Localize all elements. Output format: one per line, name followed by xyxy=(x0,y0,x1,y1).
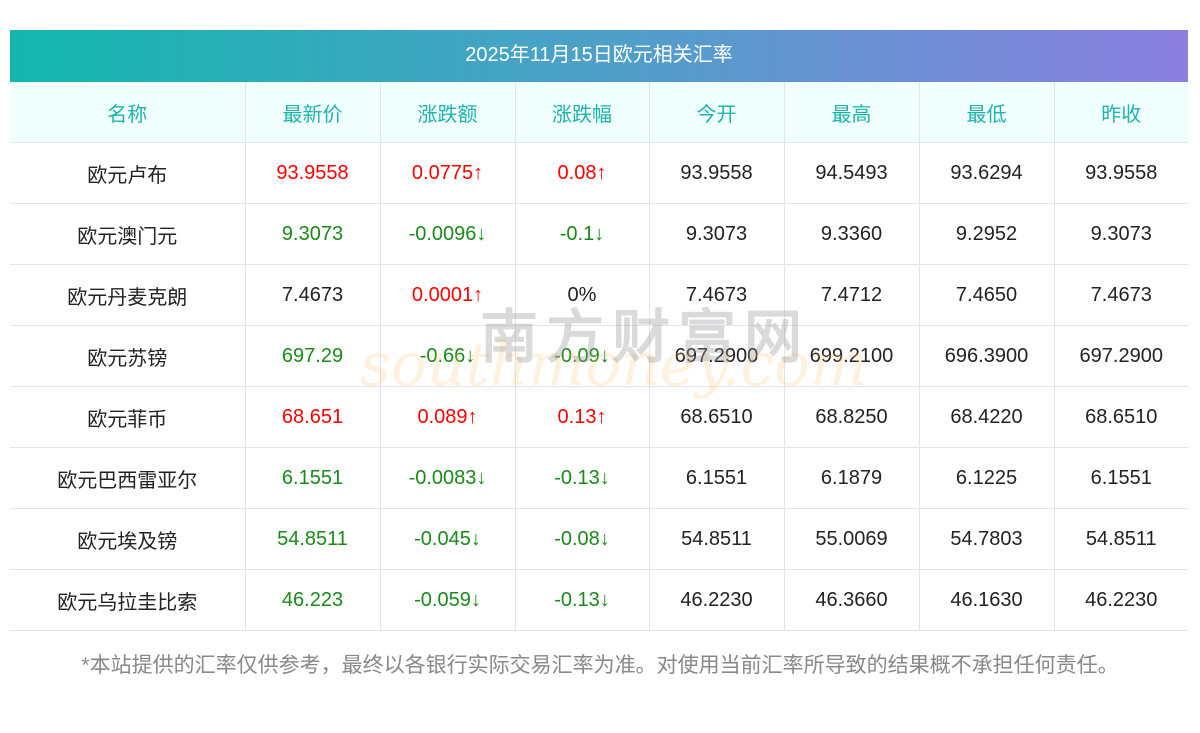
cell-high: 94.5493 xyxy=(783,142,920,204)
cell-prev: 46.2230 xyxy=(1053,569,1188,631)
cell-open: 68.6510 xyxy=(648,386,785,448)
table-row: 欧元埃及镑 54.8511 -0.045↓ -0.08↓ 54.8511 55.0069 5… xyxy=(10,508,1188,570)
cell-open: 93.9558 xyxy=(648,142,785,204)
table-row: 欧元卢布 93.9558 0.0775↑ 0.08↑ 93.9558 94.5493 93.… xyxy=(10,142,1188,204)
cell-low: 46.1630 xyxy=(918,569,1055,631)
cell-change: -0.045↓ xyxy=(379,508,516,570)
cell-prev: 68.6510 xyxy=(1053,386,1188,448)
column-header: 最新价 xyxy=(244,82,381,143)
cell-change: -0.66↓ xyxy=(379,325,516,387)
cell-prev: 93.9558 xyxy=(1053,142,1188,204)
cell-name: 欧元巴西雷亚尔 xyxy=(10,447,246,509)
cell-latest: 68.651 xyxy=(244,386,381,448)
cell-low: 93.6294 xyxy=(918,142,1055,204)
cell-pct: -0.08↓ xyxy=(514,508,650,570)
cell-pct: -0.13↓ xyxy=(514,569,650,631)
column-header: 名称 xyxy=(10,82,246,143)
column-header: 昨收 xyxy=(1053,82,1188,143)
cell-pct: -0.1↓ xyxy=(514,203,650,265)
cell-name: 欧元卢布 xyxy=(10,142,246,204)
cell-high: 55.0069 xyxy=(783,508,920,570)
column-header: 今开 xyxy=(648,82,785,143)
column-header: 涨跌幅 xyxy=(514,82,650,143)
cell-latest: 46.223 xyxy=(244,569,381,631)
cell-change: -0.0096↓ xyxy=(379,203,516,265)
cell-low: 6.1225 xyxy=(918,447,1055,509)
cell-pct: 0.13↑ xyxy=(514,386,650,448)
cell-prev: 7.4673 xyxy=(1053,264,1188,326)
cell-open: 7.4673 xyxy=(648,264,785,326)
table-row: 欧元菲币 68.651 0.089↑ 0.13↑ 68.6510 68.8250 68.42… xyxy=(10,386,1188,448)
cell-change: -0.0083↓ xyxy=(379,447,516,509)
cell-low: 54.7803 xyxy=(918,508,1055,570)
cell-high: 46.3660 xyxy=(783,569,920,631)
cell-open: 46.2230 xyxy=(648,569,785,631)
cell-low: 7.4650 xyxy=(918,264,1055,326)
cell-latest: 6.1551 xyxy=(244,447,381,509)
table-row: 欧元澳门元 9.3073 -0.0096↓ -0.1↓ 9.3073 9.3360 9.29… xyxy=(10,203,1188,265)
cell-latest: 54.8511 xyxy=(244,508,381,570)
table-row: 欧元乌拉圭比索 46.223 -0.059↓ -0.13↓ 46.2230 46.3660… xyxy=(10,569,1188,631)
cell-high: 699.2100 xyxy=(783,325,920,387)
cell-latest: 697.29 xyxy=(244,325,381,387)
cell-prev: 9.3073 xyxy=(1053,203,1188,265)
cell-low: 9.2952 xyxy=(918,203,1055,265)
cell-latest: 9.3073 xyxy=(244,203,381,265)
table-row: 欧元巴西雷亚尔 6.1551 -0.0083↓ -0.13↓ 6.1551 6.1879 6… xyxy=(10,447,1188,509)
disclaimer: *本站提供的汇率仅供参考，最终以各银行实际交易汇率为准。对使用当前汇率所导致的结… xyxy=(81,654,1119,677)
cell-high: 68.8250 xyxy=(783,386,920,448)
table-row: 欧元丹麦克朗 7.4673 0.0001↑ 0% 7.4673 7.4712 7.4650 7… xyxy=(10,264,1188,326)
cell-low: 696.3900 xyxy=(918,325,1055,387)
cell-change: -0.059↓ xyxy=(379,569,516,631)
cell-change: 0.0001↑ xyxy=(379,264,516,326)
rate-panel: 2025年11月15日欧元相关汇率 名称 最新价 涨跌额 涨跌幅 今开 最高 最低 昨收 欧元… xyxy=(10,30,1188,631)
column-header: 涨跌额 xyxy=(379,82,516,143)
cell-pct: -0.09↓ xyxy=(514,325,650,387)
column-header: 最高 xyxy=(783,82,920,143)
cell-prev: 54.8511 xyxy=(1053,508,1188,570)
cell-open: 9.3073 xyxy=(648,203,785,265)
cell-name: 欧元菲币 xyxy=(10,386,246,448)
column-header: 最低 xyxy=(918,82,1055,143)
cell-prev: 697.2900 xyxy=(1053,325,1188,387)
cell-name: 欧元澳门元 xyxy=(10,203,246,265)
cell-pct: -0.13↓ xyxy=(514,447,650,509)
cell-low: 68.4220 xyxy=(918,386,1055,448)
cell-prev: 6.1551 xyxy=(1053,447,1188,509)
rates-table: 名称 最新价 涨跌额 涨跌幅 今开 最高 最低 昨收 欧元卢布 93.9558 0.0775↑ 0.… xyxy=(10,82,1188,631)
cell-high: 6.1879 xyxy=(783,447,920,509)
cell-high: 7.4712 xyxy=(783,264,920,326)
table-header: 名称 最新价 涨跌额 涨跌幅 今开 最高 最低 昨收 xyxy=(10,82,1188,143)
cell-pct: 0.08↑ xyxy=(514,142,650,204)
cell-name: 欧元埃及镑 xyxy=(10,508,246,570)
cell-change: 0.0775↑ xyxy=(379,142,516,204)
page-title: 2025年11月15日欧元相关汇率 xyxy=(10,30,1188,82)
cell-name: 欧元苏镑 xyxy=(10,325,246,387)
cell-name: 欧元乌拉圭比索 xyxy=(10,569,246,631)
cell-latest: 7.4673 xyxy=(244,264,381,326)
cell-latest: 93.9558 xyxy=(244,142,381,204)
cell-open: 697.2900 xyxy=(648,325,785,387)
cell-open: 6.1551 xyxy=(648,447,785,509)
cell-change: 0.089↑ xyxy=(379,386,516,448)
cell-open: 54.8511 xyxy=(648,508,785,570)
cell-pct: 0% xyxy=(514,264,650,326)
cell-high: 9.3360 xyxy=(783,203,920,265)
table-row: 欧元苏镑 697.29 -0.66↓ -0.09↓ 697.2900 699.2100 69… xyxy=(10,325,1188,387)
cell-name: 欧元丹麦克朗 xyxy=(10,264,246,326)
